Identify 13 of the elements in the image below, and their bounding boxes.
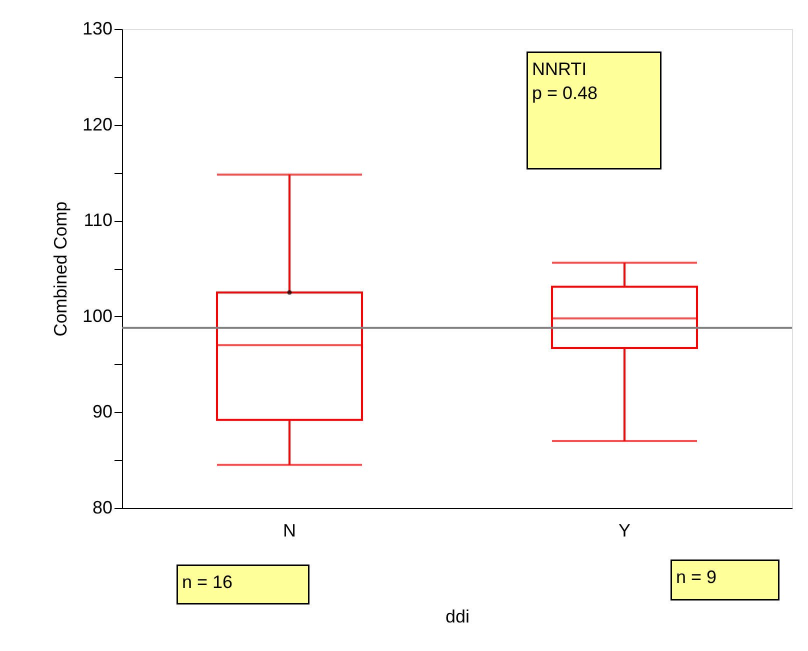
annotation: NNRTI p = 0.48: [532, 59, 598, 103]
y-tick-label: 80: [92, 498, 112, 518]
x-axis-title: ddi: [445, 606, 470, 626]
x-tick-label: N: [283, 520, 296, 540]
y-tick-label: 120: [82, 114, 112, 134]
y-axis-title: Combined Comp: [50, 201, 70, 337]
y-tick-label: 130: [82, 18, 112, 38]
y-tick-label: 100: [82, 306, 112, 326]
x-tick-label: Y: [618, 520, 631, 540]
y-tick-label: 110: [84, 210, 112, 230]
y-tick-label: 90: [92, 402, 112, 422]
text: n = 16: [182, 572, 233, 592]
text: n = 9: [676, 567, 717, 587]
